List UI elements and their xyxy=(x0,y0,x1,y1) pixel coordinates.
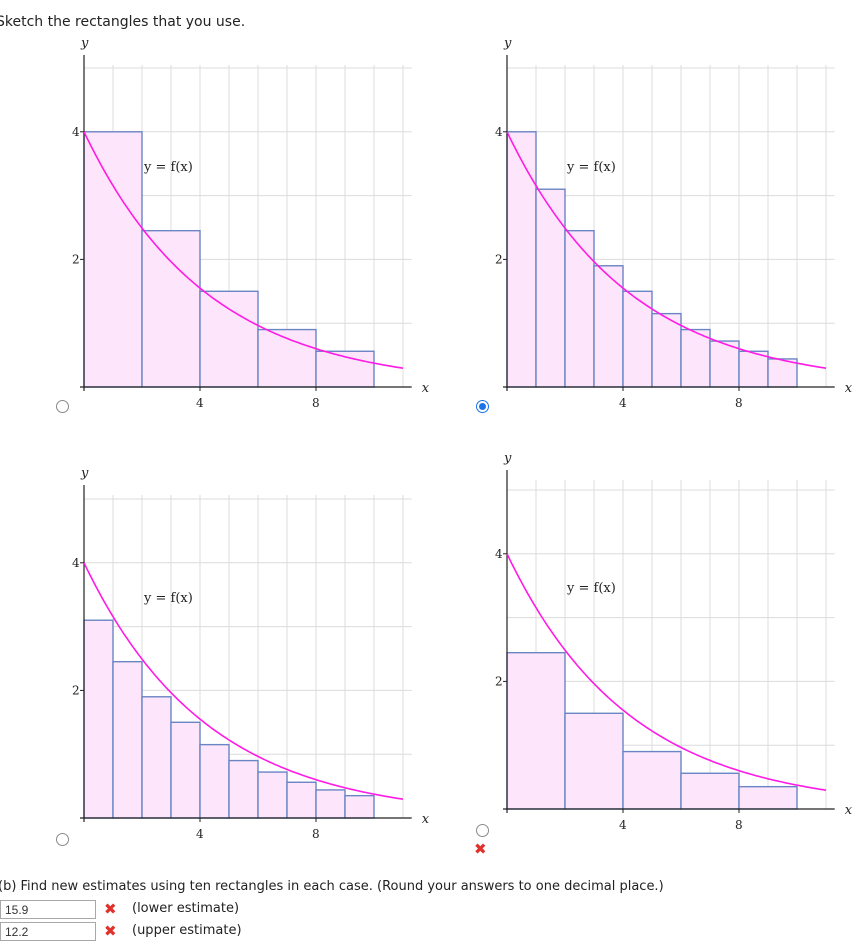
x-tick-label: 8 xyxy=(312,396,320,410)
approximation-rectangle xyxy=(506,651,566,810)
y-tick-label: 4 xyxy=(495,547,503,561)
graph-panel xyxy=(80,485,412,822)
y-tick-label: 2 xyxy=(72,252,80,266)
radio-option-d[interactable] xyxy=(476,824,489,837)
approximation-rectangle xyxy=(141,229,201,388)
approximation-rectangle xyxy=(709,340,740,388)
approximation-rectangle xyxy=(767,358,798,388)
approximation-rectangle xyxy=(738,785,798,810)
approximation-rectangle xyxy=(228,759,259,819)
graph-panel xyxy=(503,470,835,813)
y-tick-label: 2 xyxy=(495,252,503,266)
approximation-rectangle xyxy=(622,750,682,810)
y-axis-label: y xyxy=(80,36,89,51)
x-axis-label: x xyxy=(422,381,430,396)
instruction-text: Sketch the rectangles that you use. xyxy=(0,14,246,30)
radio-option-c[interactable] xyxy=(56,833,69,846)
approximation-rectangle xyxy=(315,789,346,819)
y-tick-label: 2 xyxy=(495,674,503,688)
x-axis-label: x xyxy=(845,803,853,818)
x-axis-label: x xyxy=(422,812,430,827)
function-label: y = f(x) xyxy=(143,591,193,606)
upper-estimate-input[interactable] xyxy=(0,922,96,941)
x-tick-label: 8 xyxy=(312,827,320,841)
lower-estimate-input[interactable] xyxy=(0,900,96,919)
approximation-rectangle xyxy=(83,131,143,388)
approximation-rectangle xyxy=(83,619,114,819)
approximation-rectangle xyxy=(680,772,740,810)
approximation-rectangle xyxy=(286,781,317,819)
function-label: y = f(x) xyxy=(566,581,616,596)
x-tick-label: 8 xyxy=(735,818,743,832)
approximation-rectangle xyxy=(622,290,653,388)
function-label: y = f(x) xyxy=(143,160,193,175)
incorrect-x-icon: ✖ xyxy=(104,922,117,940)
function-curve xyxy=(83,562,404,800)
function-curve xyxy=(506,553,827,791)
approximation-rectangle xyxy=(738,350,769,388)
approximation-rectangle xyxy=(199,743,230,819)
y-tick-label: 2 xyxy=(72,683,80,697)
function-curve xyxy=(83,131,404,369)
y-axis-label: y xyxy=(80,466,89,481)
approximation-rectangle xyxy=(257,771,288,819)
part-b-prompt: (b) Find new estimates using ten rectang… xyxy=(0,879,664,894)
incorrect-x-icon: ✖ xyxy=(474,840,487,858)
approximation-rectangle xyxy=(564,712,624,810)
function-curve xyxy=(506,131,827,369)
y-axis-label: y xyxy=(503,451,512,466)
x-tick-label: 4 xyxy=(196,396,204,410)
approximation-rectangle xyxy=(506,131,537,388)
graph-panel xyxy=(80,55,412,391)
y-axis-label: y xyxy=(503,36,512,51)
x-tick-label: 4 xyxy=(619,818,627,832)
approximation-rectangle xyxy=(199,290,259,388)
incorrect-x-icon: ✖ xyxy=(104,900,117,918)
function-label: y = f(x) xyxy=(566,160,616,175)
y-tick-label: 4 xyxy=(72,125,80,139)
x-tick-label: 4 xyxy=(619,396,627,410)
y-tick-label: 4 xyxy=(495,125,503,139)
approximation-rectangle xyxy=(651,312,682,388)
approximation-rectangle xyxy=(170,721,201,819)
approximation-rectangle xyxy=(112,660,143,819)
x-tick-label: 8 xyxy=(735,396,743,410)
approximation-rectangle xyxy=(535,188,566,388)
approximation-rectangle xyxy=(141,696,172,819)
lower-estimate-label: (lower estimate) xyxy=(132,901,240,916)
graphs-area: 2 4 4 8 y x y = f(x) 2 4 4 8 y x y = f(x) 2 4 4 8 y x y = f(… xyxy=(72,36,853,841)
approximation-rectangle xyxy=(564,229,595,388)
radio-option-b[interactable] xyxy=(476,400,489,413)
y-tick-label: 4 xyxy=(72,556,80,570)
x-axis-label: x xyxy=(845,381,853,396)
graph-panel xyxy=(503,55,835,391)
approximation-rectangle xyxy=(344,794,375,819)
upper-estimate-label: (upper estimate) xyxy=(132,923,242,938)
approximation-rectangle xyxy=(680,328,711,388)
x-tick-label: 4 xyxy=(196,827,204,841)
radio-option-a[interactable] xyxy=(56,400,69,413)
